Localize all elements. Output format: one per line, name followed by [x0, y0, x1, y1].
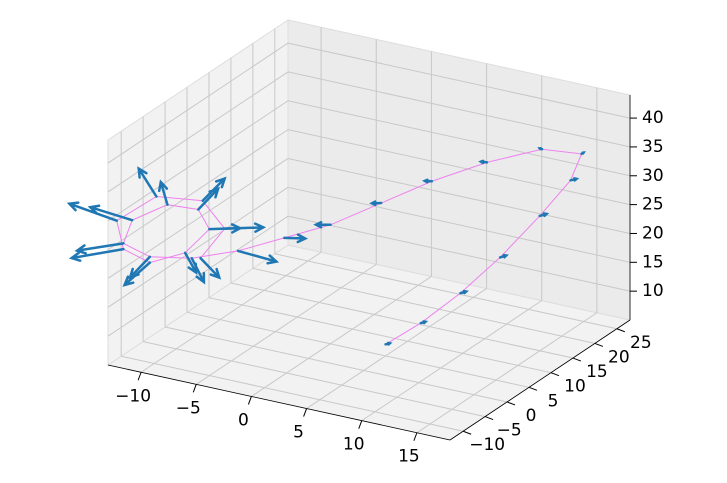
y-tick-label: 0 [526, 406, 537, 426]
tick-mark [484, 416, 494, 421]
y-tick-label: 5 [548, 391, 559, 411]
arrow [313, 220, 332, 229]
grid-line [143, 341, 486, 418]
tick-mark [550, 372, 560, 377]
arrow [419, 320, 429, 325]
x-tick-label: 15 [398, 447, 420, 467]
tick-mark [528, 386, 538, 391]
arrow [74, 242, 125, 255]
tick-mark [462, 430, 472, 435]
tick-mark [303, 408, 308, 417]
grid-line [186, 311, 530, 388]
tick-mark [192, 384, 197, 393]
x-tick-label: 10 [343, 435, 365, 455]
x-tick-label: −10 [115, 386, 151, 406]
grid-line [164, 326, 508, 403]
arrow [537, 147, 544, 151]
grid-line [361, 300, 543, 422]
z-tick-label: 30 [642, 166, 664, 186]
y-tick-label: 15 [586, 362, 608, 382]
arrow [580, 151, 586, 156]
arrow [478, 159, 489, 165]
grid-line [140, 251, 322, 373]
y-tick-label: 25 [630, 333, 652, 353]
arrow [569, 177, 580, 182]
tick-mark [137, 372, 142, 381]
arrow [122, 261, 152, 287]
tick-mark [616, 328, 626, 333]
tick-mark [247, 396, 252, 405]
grid-line [416, 312, 598, 434]
axis-line [449, 319, 631, 441]
grid-line [252, 267, 595, 344]
arrow [223, 222, 267, 233]
grid-line [107, 100, 289, 222]
y-tick-label: 20 [608, 347, 630, 367]
x-tick-label: 0 [238, 410, 249, 430]
z-tick-label: 15 [642, 252, 664, 272]
arrow [190, 256, 206, 285]
arrow [422, 178, 434, 184]
grid-line [230, 282, 574, 359]
arrow [459, 289, 469, 295]
z-tick-label: 40 [642, 108, 664, 128]
grid-line [274, 253, 617, 330]
arrow [66, 201, 119, 222]
grid-line [107, 158, 289, 279]
z-tick-label: 20 [642, 223, 664, 243]
y-tick-label: −5 [497, 421, 522, 441]
grid-line [107, 42, 289, 164]
arrow [137, 166, 158, 198]
arrow [283, 233, 309, 244]
grid-line [195, 263, 377, 385]
arrow [87, 204, 134, 222]
grid-line [287, 71, 631, 148]
grid-line [287, 157, 631, 234]
arrow [498, 253, 509, 259]
y-tick-label: −10 [469, 435, 505, 455]
tick-mark [358, 420, 363, 429]
grid-line [208, 297, 552, 374]
arrow [199, 256, 222, 280]
z-tick-label: 25 [642, 195, 664, 215]
grid-line [287, 186, 631, 263]
arrow [538, 212, 550, 218]
grid-line [287, 215, 631, 292]
z-tick-label: 35 [642, 137, 664, 157]
tick-mark [506, 401, 516, 406]
grid-line [306, 288, 487, 409]
grid-line [287, 42, 631, 119]
grid-line [287, 129, 631, 206]
arrow [201, 176, 227, 203]
tick-mark [594, 342, 604, 347]
grid-line [287, 100, 631, 177]
grid-line [251, 276, 432, 397]
arrow [183, 251, 198, 276]
arrow [236, 249, 280, 265]
axis-line [107, 364, 451, 441]
x-tick-label: −5 [176, 398, 201, 418]
grid-line [107, 186, 289, 308]
z-tick-label: 10 [642, 281, 664, 301]
grid-line [107, 129, 289, 251]
tick-mark [413, 432, 418, 441]
arrow [68, 247, 125, 262]
arrow [384, 341, 393, 346]
x-tick-label: 5 [293, 423, 304, 443]
arrow [157, 179, 169, 206]
arrow [369, 200, 383, 207]
y-tick-label: 10 [564, 377, 586, 397]
tick-mark [572, 357, 582, 362]
grid-line [121, 355, 464, 432]
